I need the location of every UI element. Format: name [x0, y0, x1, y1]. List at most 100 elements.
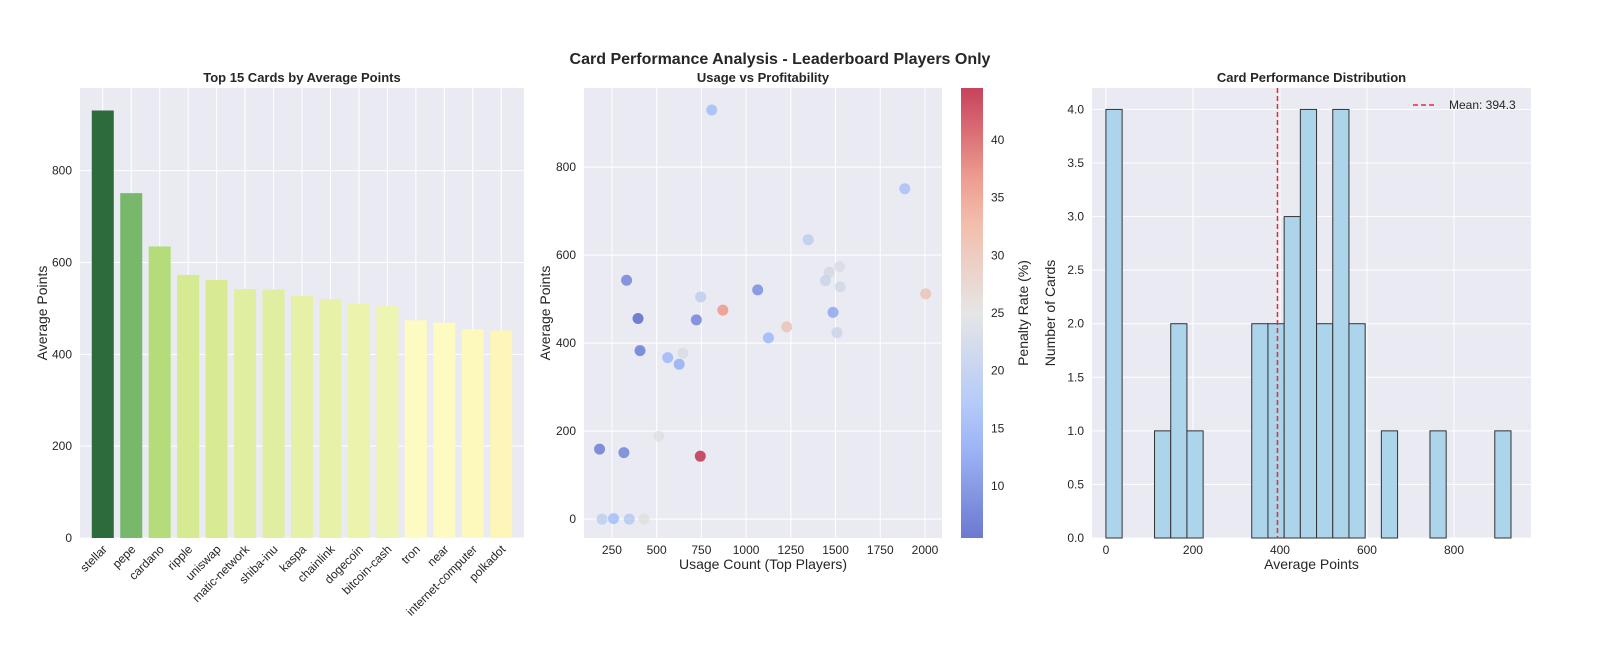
bar-ripple: [177, 274, 200, 538]
hist-y-tick-label: 3.5: [1067, 156, 1084, 170]
hist-bar: [1105, 108, 1123, 539]
scatter-point: [781, 321, 793, 333]
hist-bar: [1299, 108, 1318, 539]
scatter-y-tick-label: 0: [569, 512, 576, 526]
hist-y-tick-label: 1.5: [1067, 370, 1084, 384]
hist-x-tick-label: 800: [1444, 543, 1464, 557]
bar-stellar: [91, 110, 114, 538]
colorbar-tick-label: 40: [991, 133, 1005, 147]
scatter-point: [690, 314, 702, 326]
legend-mean-label: Mean: 394.3: [1449, 98, 1516, 112]
scatter-point: [833, 261, 845, 273]
bar-matic-network: [234, 289, 257, 538]
scatter-y-tick-label: 600: [556, 248, 576, 262]
scatter-point: [623, 513, 635, 525]
scatter-point: [899, 183, 911, 195]
scatter-point: [594, 443, 606, 455]
scatter-axes-background: [584, 88, 942, 538]
hist-bar: [1283, 216, 1301, 539]
scatter-point: [762, 332, 774, 344]
scatter-x-tick-label: 1000: [733, 543, 760, 557]
hist-y-tick-label: 2.5: [1067, 263, 1084, 277]
bar-y-tick-label: 0: [65, 531, 72, 545]
scatter-point: [632, 312, 644, 324]
hist-bar: [1316, 323, 1334, 539]
scatter-point: [820, 275, 832, 287]
hist-bar: [1186, 430, 1204, 539]
hist-x-tick-label: 200: [1183, 543, 1203, 557]
scatter-point: [608, 513, 620, 525]
hist-bar: [1429, 430, 1447, 539]
hist-y-tick-label: 4.0: [1067, 102, 1084, 116]
bar-y-tick-label: 600: [52, 255, 72, 269]
scatter-point: [827, 306, 839, 318]
scatter-point: [717, 304, 729, 316]
scatter-point: [694, 450, 706, 462]
bar-x-tick-label: stellar: [77, 542, 110, 575]
bar-y-tick-label: 800: [52, 164, 72, 178]
hist-x-tick-label: 400: [1270, 543, 1290, 557]
scatter-point: [752, 284, 764, 296]
hist-bar: [1348, 323, 1366, 539]
hist-bar: [1154, 430, 1172, 539]
hist-y-tick-label: 0.5: [1067, 477, 1084, 491]
hist-bar: [1332, 108, 1350, 539]
scatter-x-tick-label: 250: [602, 543, 622, 557]
hist-x-tick-label: 600: [1357, 543, 1377, 557]
hist-chart-title: Card Performance Distribution: [1217, 70, 1406, 85]
scatter-point: [638, 513, 650, 525]
scatter-x-tick-label: 2000: [912, 543, 939, 557]
scatter-point: [831, 327, 843, 339]
bar-chainlink: [319, 299, 342, 538]
scatter-point: [695, 291, 707, 303]
scatter-x-tick-label: 750: [691, 543, 711, 557]
bar-cardano: [148, 246, 171, 538]
hist-y-tick-label: 3.0: [1067, 210, 1084, 224]
hist-bar: [1251, 323, 1269, 539]
bar-polkadot: [490, 330, 513, 538]
bar-shiba-inu: [262, 289, 285, 538]
scatter-y-tick-label: 800: [556, 160, 576, 174]
scatter-x-tick-label: 500: [647, 543, 667, 557]
hist-y-axis-label: Number of Cards: [1042, 260, 1058, 367]
bar-y-tick-label: 400: [52, 347, 72, 361]
bar-dogecoin: [347, 303, 370, 538]
scatter-x-tick-label: 1250: [777, 543, 804, 557]
scatter-point: [621, 274, 633, 286]
hist-bar: [1494, 430, 1512, 539]
suptitle: Card Performance Analysis - Leaderboard …: [570, 51, 991, 68]
hist-x-tick-label: 0: [1103, 543, 1110, 557]
bar-y-tick-label: 200: [52, 439, 72, 453]
scatter-x-tick-label: 1750: [867, 543, 894, 557]
scatter-y-tick-label: 200: [556, 424, 576, 438]
scatter-point: [802, 234, 814, 246]
colorbar-tick-label: 10: [991, 479, 1005, 493]
scatter-point: [596, 513, 608, 525]
scatter-y-axis-label: Average Points: [537, 266, 553, 361]
colorbar-tick-label: 30: [991, 248, 1005, 262]
bar-tron: [404, 320, 427, 538]
scatter-point: [662, 352, 674, 364]
colorbar-tick-label: 25: [991, 306, 1005, 320]
scatter-x-axis-label: Usage Count (Top Players): [679, 556, 847, 572]
colorbar: [961, 88, 983, 538]
colorbar-tick-label: 20: [991, 364, 1005, 378]
bar-near: [433, 322, 456, 538]
scatter-y-tick-label: 400: [556, 336, 576, 350]
scatter-point: [823, 266, 835, 278]
scatter-point: [920, 288, 932, 300]
scatter-point: [677, 347, 689, 359]
bar-chart-title: Top 15 Cards by Average Points: [203, 70, 400, 85]
scatter-point: [834, 281, 846, 293]
bar-uniswap: [205, 279, 228, 538]
hist-x-axis-label: Average Points: [1264, 556, 1359, 572]
scatter-point: [634, 345, 646, 357]
hist-y-tick-label: 0.0: [1067, 531, 1084, 545]
scatter-point: [673, 358, 685, 370]
hist-bar: [1267, 323, 1285, 539]
scatter-chart-title: Usage vs Profitability: [697, 70, 830, 85]
scatter-x-tick-label: 1500: [822, 543, 849, 557]
bar-internet-computer: [461, 329, 484, 538]
